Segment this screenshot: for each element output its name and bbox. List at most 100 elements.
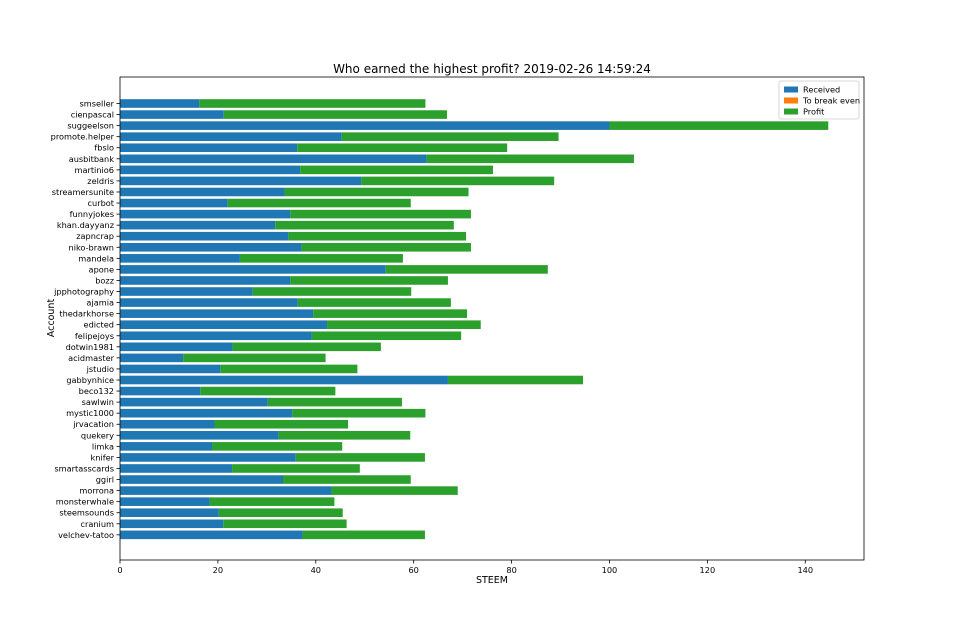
y-axis-label: Account [46,299,57,338]
bar-profit-fbslo [297,143,508,153]
bar-profit-felipejoys [311,331,462,341]
bar-received-smartasscards [120,464,233,473]
x-ticks-group: 0 20 40 60 80 100 120 140 [117,560,813,575]
bar-received-quekery [120,431,279,440]
bar-profit-beco132 [200,386,336,396]
bar-received-streamersunite [120,187,285,197]
bar-received-funnyjokes [120,209,291,219]
y-ticks-group: smsellercienpascalsuggeelsonpromote.help… [51,99,120,540]
y-tick-label: niko-brawn [69,242,115,252]
y-tick-label: khan.dayyanz [57,220,114,230]
y-tick-label: mystic1000 [66,408,114,418]
bar-received-martinio6 [120,165,301,175]
bar-received-jpphotography [120,287,253,296]
bar-profit-khan.dayyanz [275,220,454,230]
y-tick-label: zeldris [87,176,114,186]
bar-received-monsterwhale [120,497,210,506]
bar-profit-curbot [227,198,411,208]
y-tick-label: suggeelson [67,121,114,131]
x-tick-label: 20 [213,565,223,575]
y-tick-label: jrvacation [72,419,114,429]
bar-received-ajamia [120,298,298,307]
bar-received-zeldris [120,176,362,186]
legend-swatch [784,108,798,115]
y-tick-label: knifer [91,452,115,462]
legend-label: To break even [802,96,860,106]
bar-profit-ausbitbank [426,154,634,164]
bar-received-beco132 [120,386,201,396]
bar-received-sawlwin [120,397,268,407]
bar-received-steemsounds [120,508,219,518]
bar-received-knifer [120,453,296,462]
y-tick-label: sawlwin [82,397,114,407]
bar-received-curbot [120,198,228,208]
bar-profit-bozz [290,276,448,285]
bar-received-bozz [120,276,291,285]
legend-label: Profit [803,107,825,117]
x-tick-label: 0 [117,565,122,575]
bar-profit-limka [212,442,343,451]
bar-profit-apone [385,265,548,274]
legend-swatch [784,97,798,104]
y-tick-label: curbot [88,198,115,208]
bar-received-dotwin1981 [120,342,233,352]
bar-profit-acidmaster [183,353,326,363]
y-tick-label: jpphotography [53,287,114,297]
bar-profit-funnyjokes [290,209,471,219]
bar-profit-jrvacation [214,419,349,429]
y-tick-label: beco132 [79,386,114,396]
y-tick-label: promote.helper [51,132,115,142]
bar-profit-promote.helper [341,132,559,141]
bar-received-acidmaster [120,353,184,363]
y-tick-label: bozz [95,275,114,285]
bar-profit-suggeelson [609,121,829,130]
bar-profit-mystic1000 [292,408,426,418]
x-axis-label: STEEM [476,575,508,586]
bar-received-apone [120,265,386,274]
bar-profit-mandela [239,254,403,263]
y-tick-label: streamersunite [52,187,114,197]
bar-received-cranium [120,519,224,529]
bar-profit-monsterwhale [209,497,335,506]
y-tick-label: limka [92,441,114,451]
y-tick-label: morrona [79,486,114,496]
y-tick-label: ausbitbank [69,154,115,164]
bar-received-mystic1000 [120,408,293,418]
legend-label: Received [803,85,840,95]
legend-swatch [784,86,798,93]
y-tick-label: edicted [84,320,114,330]
chart-title: Who earned the highest profit? 2019-02-2… [333,62,651,76]
y-tick-label: acidmaster [68,353,114,363]
y-tick-label: fbslo [94,143,114,153]
bar-profit-sawlwin [267,397,402,407]
y-tick-label: thedarkhorse [59,309,114,319]
y-tick-label: dotwin1981 [66,342,114,352]
y-tick-label: funnyjokes [70,209,114,219]
bar-profit-cranium [223,519,347,529]
x-tick-label: 80 [506,565,516,575]
y-tick-label: steemsounds [59,508,114,518]
bar-profit-ggirl [282,475,411,484]
bar-profit-smseller [199,99,426,108]
bar-profit-gabbynhice [447,375,584,385]
bar-received-khan.dayyanz [120,220,276,230]
y-tick-label: zapncrap [76,231,114,241]
bar-profit-knifer [295,453,425,462]
x-tick-label: 40 [311,565,321,575]
bar-profit-dotwin1981 [232,342,381,352]
bar-received-zapncrap [120,231,289,241]
bar-received-ggirl [120,475,283,484]
y-tick-label: ggirl [96,475,114,485]
bar-profit-quekery [278,431,411,440]
y-tick-label: cranium [80,519,114,529]
bar-received-limka [120,442,213,451]
y-tick-label: felipejoys [75,331,114,341]
x-tick-label: 100 [602,565,618,575]
bar-profit-zapncrap [288,231,467,241]
y-tick-label: cienpascal [71,110,114,120]
bar-received-morrona [120,486,332,495]
bar-received-ausbitbank [120,154,427,164]
x-tick-label: 120 [700,565,716,575]
